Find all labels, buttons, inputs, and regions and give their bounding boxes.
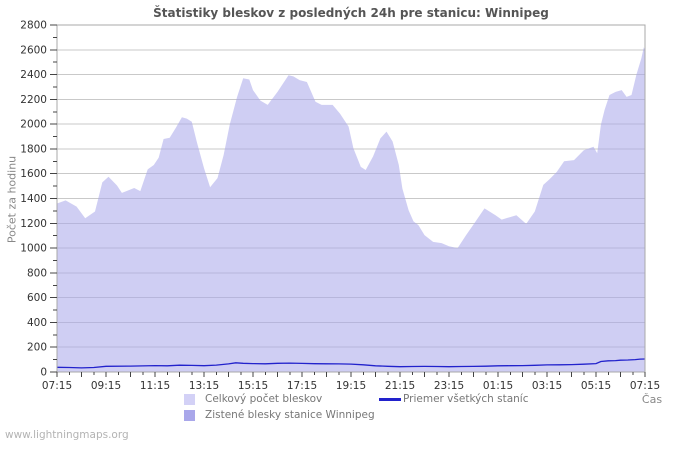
svg-text:19:15: 19:15 bbox=[336, 380, 366, 392]
svg-text:2000: 2000 bbox=[20, 119, 47, 131]
legend-swatch-total-icon bbox=[184, 394, 195, 405]
svg-text:1200: 1200 bbox=[20, 218, 47, 230]
svg-text:15:15: 15:15 bbox=[238, 380, 268, 392]
svg-text:03:15: 03:15 bbox=[532, 380, 562, 392]
legend-label-total: Celkový počet bleskov bbox=[205, 393, 323, 405]
legend-label-average: Priemer všetkých staníc bbox=[403, 393, 529, 405]
legend-swatch-average-line-icon bbox=[379, 398, 401, 401]
svg-text:600: 600 bbox=[27, 292, 47, 304]
svg-text:1800: 1800 bbox=[20, 143, 47, 155]
svg-text:21:15: 21:15 bbox=[385, 380, 415, 392]
svg-text:0: 0 bbox=[40, 367, 47, 379]
svg-text:200: 200 bbox=[27, 342, 47, 354]
svg-text:11:15: 11:15 bbox=[140, 380, 170, 392]
svg-text:2400: 2400 bbox=[20, 69, 47, 81]
x-axis-title: Čas bbox=[641, 393, 663, 406]
svg-text:17:15: 17:15 bbox=[287, 380, 317, 392]
svg-text:1400: 1400 bbox=[20, 193, 47, 205]
svg-text:2600: 2600 bbox=[20, 44, 47, 56]
legend-label-station: Zistené blesky stanice Winnipeg bbox=[205, 409, 375, 421]
svg-text:23:15: 23:15 bbox=[434, 380, 464, 392]
svg-text:01:15: 01:15 bbox=[483, 380, 513, 392]
svg-text:1000: 1000 bbox=[20, 243, 47, 255]
svg-text:05:15: 05:15 bbox=[581, 380, 611, 392]
svg-text:13:15: 13:15 bbox=[189, 380, 219, 392]
svg-text:400: 400 bbox=[27, 317, 47, 329]
chart-title: Štatistiky bleskov z posledných 24h pre … bbox=[153, 6, 549, 20]
svg-text:07:15: 07:15 bbox=[42, 380, 72, 392]
watermark-link[interactable]: www.lightningmaps.org bbox=[5, 429, 129, 441]
svg-text:800: 800 bbox=[27, 267, 47, 279]
svg-text:09:15: 09:15 bbox=[91, 380, 121, 392]
svg-text:2800: 2800 bbox=[20, 20, 47, 32]
svg-text:07:15: 07:15 bbox=[630, 380, 660, 392]
svg-text:1600: 1600 bbox=[20, 168, 47, 180]
legend-swatch-station-icon bbox=[184, 410, 195, 421]
svg-text:2200: 2200 bbox=[20, 94, 47, 106]
